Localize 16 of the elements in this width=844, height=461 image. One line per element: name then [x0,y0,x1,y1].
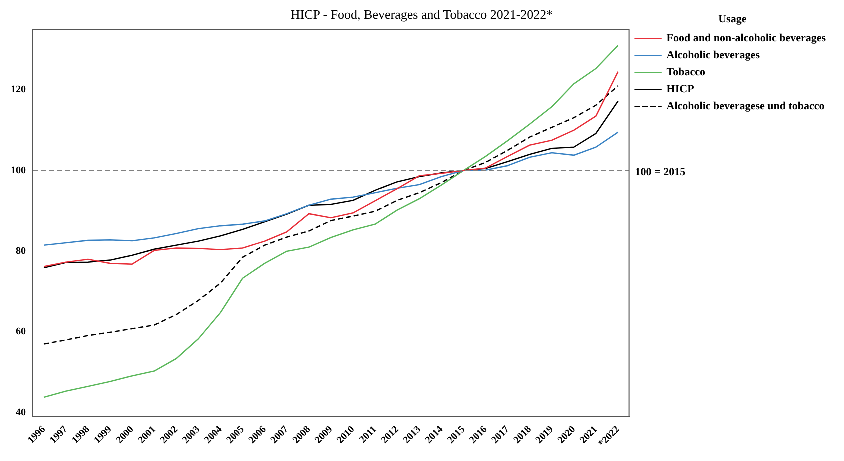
legend-label: Tobacco [666,66,706,79]
chart-title: HICP - Food, Beverages and Tobacco 2021-2022* [290,7,554,22]
y-tick-label: 80 [16,246,26,258]
legend-label: HICP [666,84,695,96]
legend-label: Food and non-alcoholic beverages [666,32,827,45]
y-tick-label: 120 [11,84,26,96]
x-tick-label: 1999 [92,424,114,446]
legend-title: Usage [718,13,747,26]
legend-label: Alcoholic beverages [666,50,761,62]
ref-line-label: 100 = 2015 [635,166,686,179]
x-tick-label: 2011 [358,424,380,446]
line-series [43,85,619,345]
y-tick-label: 100 [11,165,26,176]
y-tick-label: 40 [16,407,26,418]
y-tick-label: 60 [16,326,26,338]
legend-label: Alcoholic beveragese und tobacco [666,100,826,113]
